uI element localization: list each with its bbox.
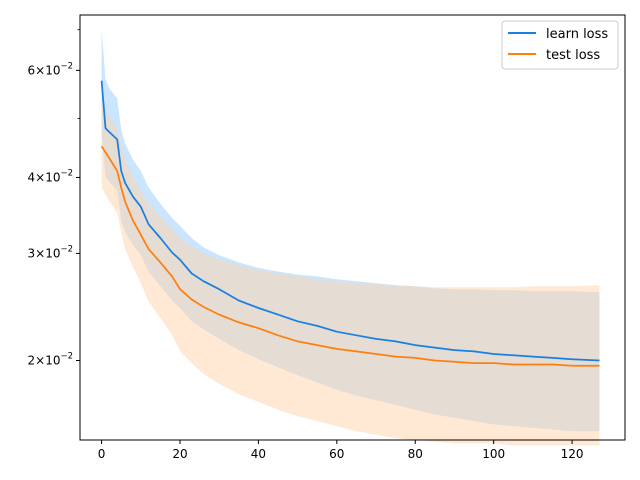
legend-label-test-loss: test loss <box>546 48 600 63</box>
series-lines <box>100 80 600 367</box>
x-tick-label: 0 <box>98 447 106 461</box>
x-tick-label: 20 <box>172 447 187 461</box>
plot-area <box>100 29 600 446</box>
x-tick-label: 80 <box>408 447 423 461</box>
line-learn-loss <box>100 80 600 362</box>
band-test-loss <box>101 103 600 446</box>
x-tick-label: 40 <box>251 447 266 461</box>
x-tick-label: 60 <box>329 447 344 461</box>
y-tick-label: 2×10−2 <box>28 351 74 367</box>
x-axis: 0 20 40 60 80 100 120 <box>98 440 584 461</box>
axes-frame <box>79 14 626 441</box>
y-tick-label: 4×10−2 <box>28 168 74 184</box>
y-tick-label: 3×10−2 <box>28 244 74 260</box>
y-tick-label: 6×10−2 <box>28 61 74 77</box>
legend: learn loss test loss <box>501 20 619 70</box>
y-axis: 2×10−2 3×10−2 4×10−2 6×10−2 <box>28 29 80 367</box>
line-test-loss <box>100 145 600 367</box>
x-tick-label: 120 <box>561 447 584 461</box>
legend-label-learn-loss: learn loss <box>546 27 608 42</box>
confidence-bands <box>101 29 600 446</box>
x-tick-label: 100 <box>482 447 505 461</box>
